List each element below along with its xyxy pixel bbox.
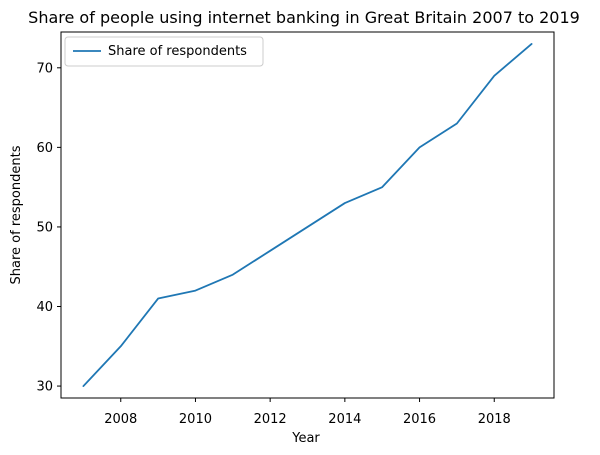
- y-tick-label: 30: [36, 380, 53, 395]
- y-tick-label: 50: [36, 220, 53, 235]
- x-tick-label: 2010: [179, 412, 212, 427]
- series-layer: [82, 43, 533, 387]
- series-line: [82, 43, 533, 387]
- legend-series-label: Share of respondents: [108, 44, 247, 59]
- x-tick-label: 2008: [104, 412, 137, 427]
- y-tick-label: 40: [36, 300, 53, 315]
- legend-box: [64, 36, 264, 67]
- y-axis-ticks: 30 40 50 60 70: [36, 61, 61, 395]
- plot-area-frame: [60, 31, 555, 399]
- x-tick-label: 2016: [403, 412, 436, 427]
- legend: Share of respondents: [64, 36, 264, 67]
- x-tick-label: 2014: [328, 412, 361, 427]
- x-tick-label: 2018: [478, 412, 511, 427]
- y-tick-label: 60: [36, 141, 53, 156]
- y-axis-label: Share of respondents: [9, 145, 24, 284]
- x-axis-ticks: 2008 2010 2012 2014 2016 2018: [104, 398, 511, 427]
- x-axis-label: Year: [291, 431, 320, 446]
- chart-title: Share of people using internet banking i…: [28, 8, 580, 27]
- x-tick-label: 2012: [254, 412, 287, 427]
- y-tick-label: 70: [36, 61, 53, 76]
